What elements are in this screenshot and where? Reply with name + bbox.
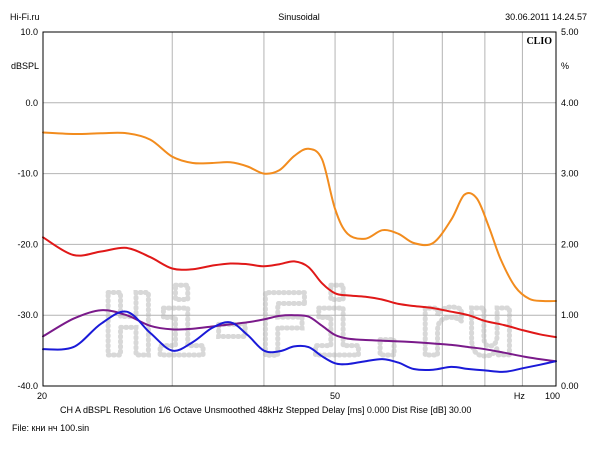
y2-tick-label: 4.00 (561, 98, 579, 108)
y-tick-label: -30.0 (17, 310, 38, 320)
y-tick-label: -20.0 (17, 239, 38, 249)
y2-tick-label: 3.00 (561, 169, 579, 179)
footer-file: File: кни нч 100.sin (12, 423, 90, 433)
watermark: Hi-Fi.ru (100, 274, 519, 379)
y-tick-label: -10.0 (17, 169, 38, 179)
y-tick-label: 0.0 (25, 98, 38, 108)
header-date: 30.06.2011 14.24.57 (505, 12, 587, 22)
y2-tick-label: 2.00 (561, 239, 579, 249)
x-tick-label: 100 (545, 391, 560, 401)
series-layer (42, 131, 557, 373)
series-line-blue (42, 310, 557, 373)
y2-axis-label: % (561, 61, 569, 71)
header-left: Hi-Fi.ru (10, 12, 40, 22)
x-tick-label: 20 (37, 391, 47, 401)
plot-frame (42, 31, 557, 387)
y-tick-label: 10.0 (20, 27, 38, 37)
y2-tick-label: 0.00 (561, 381, 579, 391)
watermark-text: Hi-Fi.ru (102, 276, 516, 376)
clio-logo: CLIO (526, 36, 552, 47)
x-tick-label: 50 (330, 391, 340, 401)
y-axis-label: dBSPL (11, 61, 39, 71)
axis-labels-layer: 10.0 0.0 -10.0 -20.0 -30.0 -40.0 5.00 4.00 3.00 2… (11, 27, 579, 401)
y2-tick-label: 1.00 (561, 310, 579, 320)
x-axis-label: Hz (514, 391, 525, 401)
y-tick-label: -40.0 (17, 381, 38, 391)
series-line-purple (42, 309, 557, 363)
chart-title: Sinusoidal (278, 12, 320, 22)
footer-settings: CH A dBSPL Resolution 1/6 Octave Unsmoot… (60, 405, 472, 415)
y2-tick-label: 5.00 (561, 27, 579, 37)
series-line-orange (42, 131, 557, 303)
series-line-red (42, 236, 557, 339)
